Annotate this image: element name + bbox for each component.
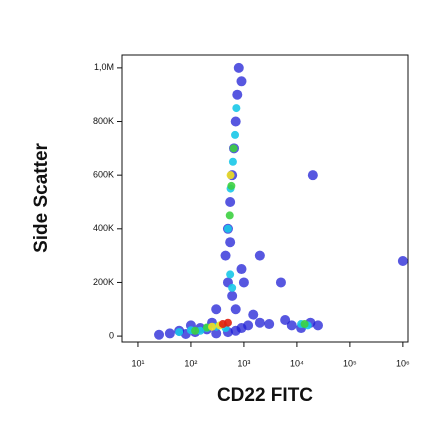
density-point <box>223 224 232 233</box>
y-axis-title: Side Scatter <box>31 142 52 252</box>
density-point <box>254 250 265 261</box>
density-point <box>191 326 200 335</box>
density-point <box>307 170 318 181</box>
density-point <box>225 237 236 248</box>
density-point <box>300 320 309 329</box>
density-point <box>226 270 235 279</box>
density-point <box>280 315 291 326</box>
density-point <box>154 329 165 340</box>
x-tick-label: 10⁶ <box>396 358 410 368</box>
density-point <box>211 328 222 339</box>
density-point <box>275 277 286 288</box>
density-point <box>208 322 217 331</box>
density-point <box>164 328 175 339</box>
density-point <box>226 171 235 180</box>
y-tick-label: 1,0M <box>94 62 114 72</box>
density-point <box>230 304 241 315</box>
x-tick-label: 10¹ <box>131 358 144 368</box>
x-tick-label: 10³ <box>237 358 250 368</box>
density-point <box>236 264 247 275</box>
x-tick-label: 10² <box>184 358 197 368</box>
density-point <box>230 116 241 127</box>
density-point <box>254 317 265 328</box>
density-point <box>228 157 237 166</box>
x-tick-label: 10⁵ <box>343 358 357 368</box>
density-point <box>232 89 243 100</box>
y-tick-label: 0 <box>109 330 114 340</box>
plot-frame <box>121 54 409 343</box>
x-tick-label: 10⁴ <box>290 358 304 368</box>
density-point <box>220 250 231 261</box>
density-point <box>211 304 222 315</box>
x-axis-title: CD22 FITC <box>217 385 313 406</box>
density-point <box>228 283 237 292</box>
density-point <box>248 309 259 320</box>
density-point <box>175 328 184 337</box>
density-point <box>225 196 236 207</box>
density-point <box>397 255 408 266</box>
density-point <box>286 320 297 331</box>
density-point <box>233 62 244 73</box>
density-point <box>232 104 241 113</box>
density-point <box>243 320 254 331</box>
y-tick-label: 400K <box>93 223 114 233</box>
y-tick-label: 800K <box>93 116 114 126</box>
density-point <box>225 211 234 220</box>
density-point <box>223 318 232 327</box>
density-point <box>236 76 247 87</box>
density-point <box>312 320 323 331</box>
density-point <box>227 181 236 190</box>
density-point <box>227 290 238 301</box>
density-point <box>264 319 275 330</box>
density-point <box>231 130 240 139</box>
y-tick-label: 200K <box>93 277 114 287</box>
density-point <box>238 277 249 288</box>
y-tick-label: 600K <box>93 170 114 180</box>
density-point <box>229 144 238 153</box>
